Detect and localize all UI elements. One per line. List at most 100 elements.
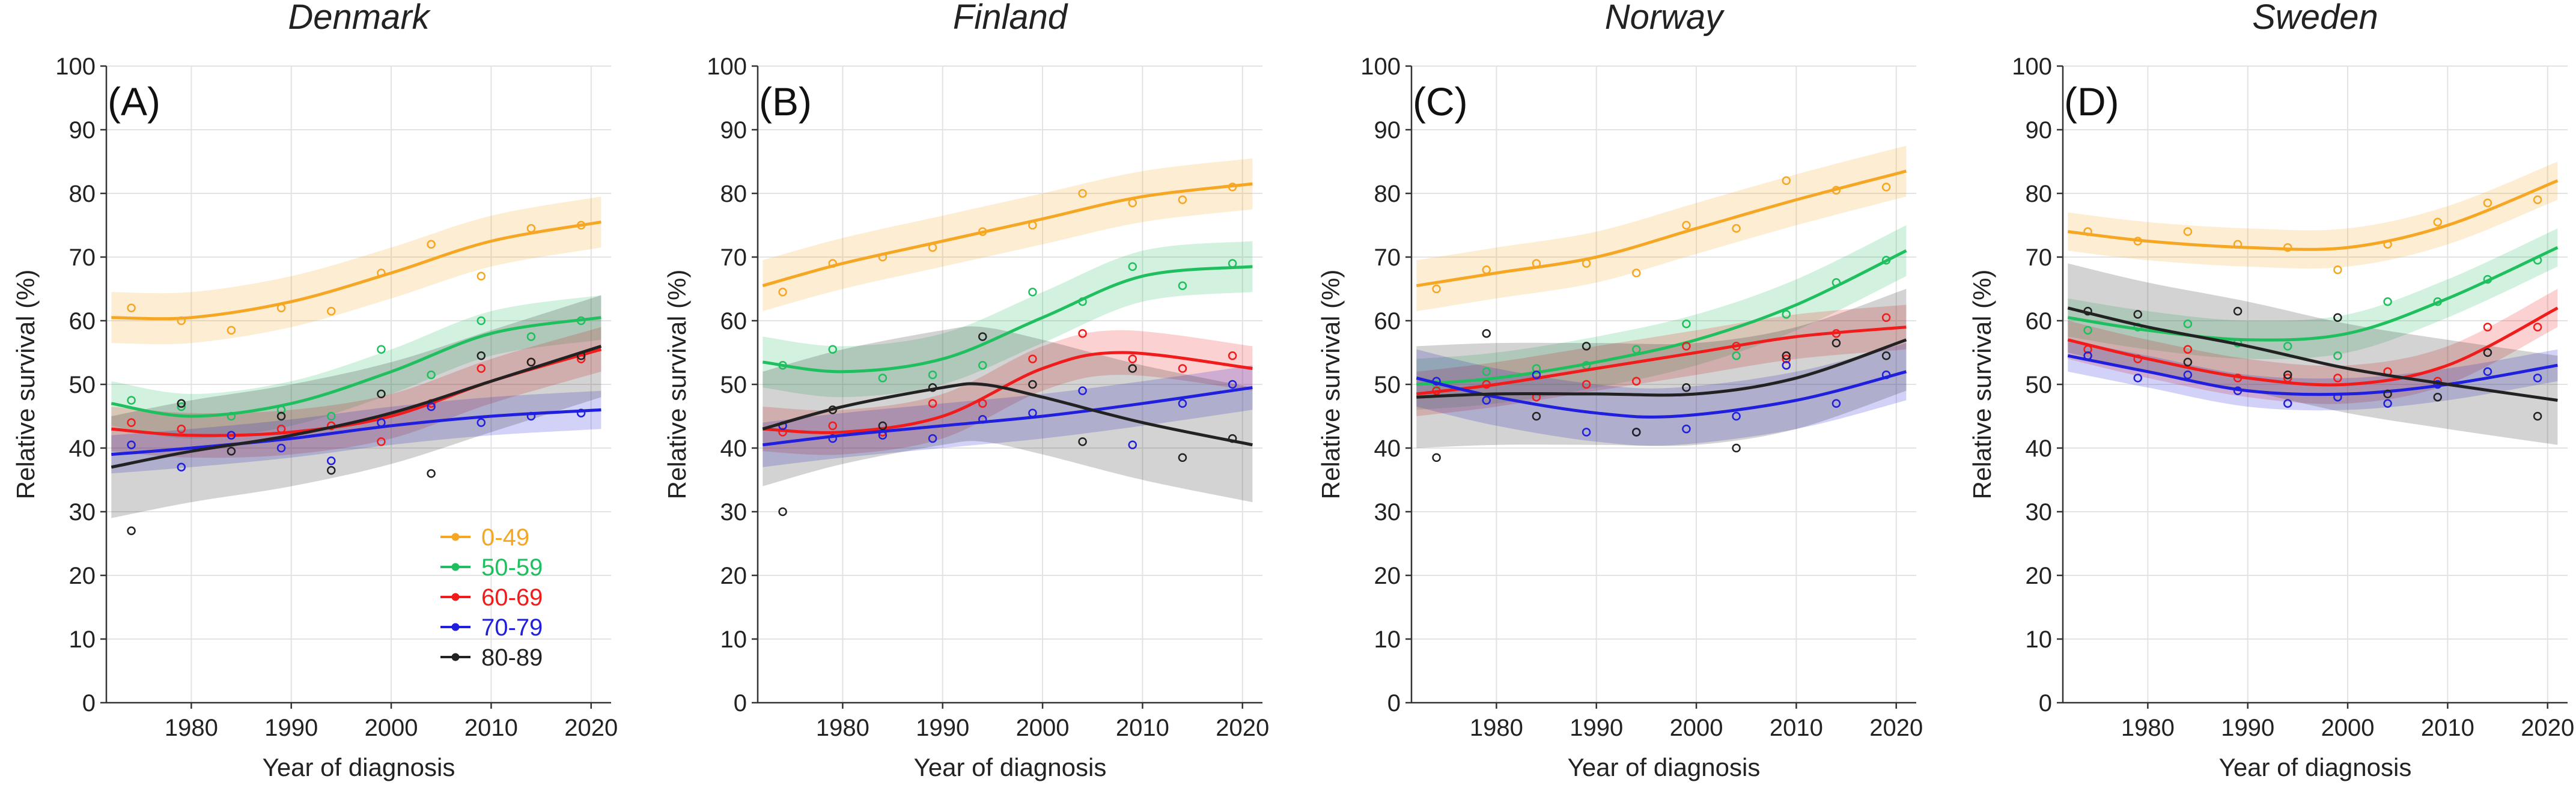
y-tick-label-10: 10 [1374,626,1401,653]
point-60-69-1999 [2333,374,2342,383]
fit-line-50-59 [2067,246,2559,342]
fit-line-80-89 [1416,338,1907,399]
y-tick-label-20: 20 [2026,563,2053,589]
legend-marker-80-89 [451,653,460,661]
point-80-89-1979 [177,399,186,408]
point-50-59-1984 [878,374,888,383]
point-50-59-1994 [978,360,987,370]
point-50-59-2014 [1832,278,1841,287]
point-60-69-1999 [1682,342,1691,351]
y-axis-label: Relative survival (%) [663,270,691,500]
legend-marker-0-49 [451,533,460,541]
point-0-49-1984 [1532,259,1541,268]
point-0-49-2009 [2433,217,2443,226]
point-50-59-1999 [2333,351,2342,360]
point-70-79-2004 [2383,399,2392,408]
ci-band-70-79 [2068,339,2558,411]
point-0-49-2019 [576,220,586,230]
legend-label-0-49: 0-49 [481,524,529,551]
point-70-79-2019 [2533,374,2542,383]
point-80-89-2014 [1178,453,1187,462]
point-60-69-1974 [778,428,787,437]
y-tick-label-70: 70 [1374,244,1401,271]
point-70-79-1999 [1682,424,1691,434]
point-80-89-2004 [1078,437,1087,446]
point-50-59-2019 [1228,259,1237,268]
point-80-89-2019 [576,351,586,360]
point-0-49-1979 [828,259,838,268]
y-tick-label-10: 10 [2026,626,2053,653]
point-50-59-2014 [526,332,536,341]
legend-marker-60-69 [451,593,460,601]
y-tick-label-40: 40 [69,435,96,462]
point-60-69-1979 [1482,380,1491,389]
point-80-89-2009 [2433,392,2443,402]
y-tick-label-70: 70 [69,244,96,271]
point-70-79-1994 [327,456,336,465]
point-70-79-1999 [2333,392,2342,402]
point-60-69-2004 [1732,342,1741,351]
point-50-59-2009 [1782,310,1791,319]
point-50-59-1994 [1632,345,1641,354]
point-50-59-1999 [377,345,386,354]
point-80-89-1999 [1682,383,1691,392]
point-50-59-1979 [828,345,838,354]
fit-line-80-89 [2067,306,2558,402]
panel-finland: 0 10 20 30 40 50 60 70 80 90 100 1980 1990 2000 2010 20… [663,0,1269,781]
point-70-79-2004 [1078,386,1087,395]
point-60-69-2019 [1228,351,1237,360]
point-70-79-2009 [1782,360,1791,370]
y-tick-label-60: 60 [720,308,748,335]
point-50-59-2004 [2383,297,2392,306]
panel-title: Norway [1605,0,1725,37]
point-80-89-2014 [1832,338,1841,348]
point-50-59-1979 [177,402,186,411]
point-60-69-2009 [477,364,486,373]
point-70-79-1984 [1532,370,1541,380]
point-50-59-1974 [778,360,787,370]
y-tick-label-90: 90 [720,117,748,144]
y-tick-label-10: 10 [69,626,96,653]
point-0-49-1979 [1482,265,1491,274]
fit-line-70-79 [111,408,601,456]
point-50-59-2019 [1881,256,1891,265]
fit-line-50-59 [1416,249,1907,386]
y-tick-label-90: 90 [2026,117,2053,144]
ci-band-60-69 [2068,289,2558,404]
fit-line-80-89 [111,345,602,469]
point-60-69-2014 [1178,364,1187,373]
point-70-79-1984 [878,431,888,440]
point-80-89-1974 [2083,306,2092,316]
fit-line-70-79 [2067,354,2558,396]
y-tick-label-70: 70 [720,244,748,271]
point-70-79-1974 [1432,377,1441,386]
point-0-49-1999 [1028,220,1037,230]
point-60-69-2019 [1881,313,1891,322]
y-tick-label-0: 0 [734,690,747,717]
point-70-79-2014 [1832,399,1841,408]
fit-line-80-89 [762,382,1253,447]
ci-band-70-79 [763,365,1253,467]
point-60-69-1974 [1432,386,1441,395]
legend-label-50-59: 50-59 [481,554,543,581]
point-60-69-1989 [1582,380,1591,389]
point-70-79-1994 [2283,399,2292,408]
point-70-79-1984 [2183,370,2193,380]
ci-band-0-49 [1416,145,1907,312]
fit-line-60-69 [763,351,1253,434]
point-50-59-2014 [1178,281,1187,290]
point-50-59-2009 [1128,262,1137,271]
point-0-49-1999 [2333,265,2342,274]
point-80-89-1999 [1028,380,1037,389]
y-tick-label-100: 100 [55,53,96,80]
point-80-89-2019 [1228,434,1237,443]
ci-band-0-49 [2068,162,2558,269]
point-0-49-1979 [2133,237,2143,246]
y-tick-label-30: 30 [69,499,96,526]
point-50-59-1974 [2083,326,2092,335]
x-tick-label-2000: 2000 [2321,715,2375,741]
ci-band-80-89 [1416,289,1907,448]
point-0-49-2004 [1732,224,1741,233]
x-tick-label-1990: 1990 [2221,715,2274,741]
fit-line-0-49 [1416,169,1907,288]
